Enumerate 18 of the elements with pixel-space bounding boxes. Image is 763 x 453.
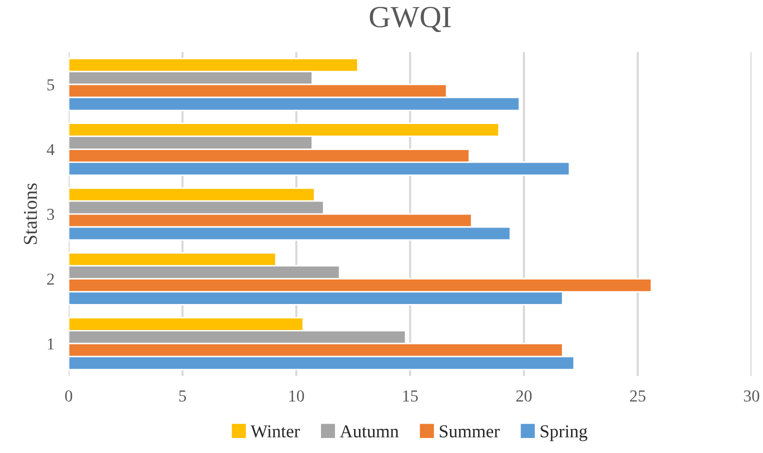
y-tick-label: 4 [46,144,55,156]
legend-label: Spring [540,425,588,442]
x-tick-label: 30 [744,390,760,402]
y-tick-label: 2 [47,274,54,285]
y-axis-title: Stations [24,183,37,244]
chart-title: GWQI [370,6,451,32]
x-tick-label: 5 [179,390,186,402]
legend-label: Autumn [340,425,399,438]
x-tick-label: 20 [516,390,532,402]
y-tick-label: 5 [47,79,54,90]
x-tick-label: 15 [403,390,418,402]
x-tick-label: 25 [630,390,646,402]
x-tick-label: 0 [65,390,72,402]
y-tick-label: 1 [48,338,54,350]
y-tick-label: 3 [47,208,54,220]
legend-label: Summer [440,425,500,438]
legend-label: Winter [250,425,300,438]
x-tick-label: 10 [289,390,304,402]
